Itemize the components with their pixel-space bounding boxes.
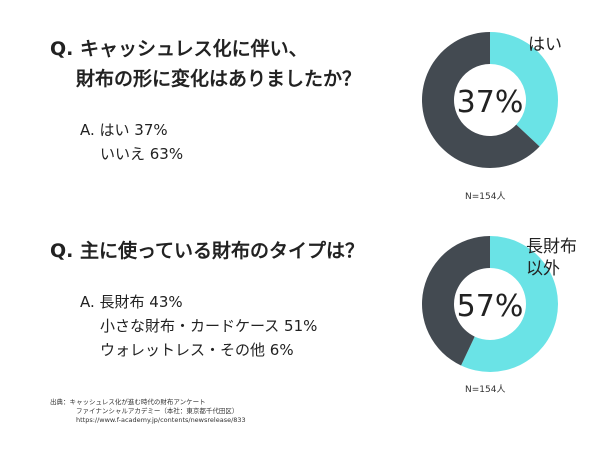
- donut-2-slice-label-line-1: 長財布: [526, 237, 577, 257]
- donut-1-slices: [422, 32, 558, 168]
- donut-2-slice-rest: [422, 236, 490, 366]
- donut-1-slice-rest: [422, 32, 540, 168]
- donut-chart-2: 57%: [422, 236, 558, 372]
- donut-1-slice-label: はい: [528, 35, 562, 55]
- answer-1-no: いいえ 63%: [100, 145, 184, 163]
- answer-2-walletless: ウォレットレス・その他 6%: [100, 341, 294, 359]
- donut-2-slices: [422, 236, 558, 372]
- question-1-line-1: Q. キャッシュレス化に伴い、: [50, 38, 308, 60]
- donut-1-center-label: 37%: [457, 85, 524, 120]
- source-note: 出典：キャッシュレス化が進む時代の財布アンケート ファイナンシャルアカデミー（本…: [50, 398, 246, 425]
- answer-2-long-wallet: A. 長財布 43%: [80, 293, 183, 311]
- donut-2-slice-label: 長財布 以外: [526, 236, 577, 280]
- source-line-2: ファイナンシャルアカデミー（本社：東京都千代田区）: [76, 407, 239, 415]
- donut-2-slice-label-line-2: 以外: [526, 259, 560, 279]
- donut-chart-1: 37%: [422, 32, 558, 168]
- donut-2-slice-highlight: [461, 236, 558, 372]
- source-line-1: 出典：キャッシュレス化が進む時代の財布アンケート: [50, 398, 206, 406]
- question-1-line-2: 財布の形に変化はありましたか？: [76, 68, 362, 90]
- donut-2-center-label: 57%: [457, 289, 524, 324]
- question-2: Q. 主に使っている財布のタイプは？: [50, 240, 365, 262]
- donut-1-slice-highlight: [490, 32, 558, 147]
- donut-1-sample-size: N=154人: [465, 192, 506, 202]
- answer-1-yes: A. はい 37%: [80, 121, 168, 139]
- answer-1: A. はい 37% いいえ 63%: [80, 118, 183, 166]
- question-1: Q. キャッシュレス化に伴い、 財布の形に変化はありましたか？: [50, 34, 361, 94]
- answer-2: A. 長財布 43% 小さな財布・カードケース 51% ウォレットレス・その他 …: [80, 290, 317, 362]
- donut-2-sample-size: N=154人: [465, 385, 506, 395]
- answer-2-small-wallet: 小さな財布・カードケース 51%: [100, 317, 318, 335]
- source-line-3: https://www.f-academy.jp/contents/newsre…: [76, 416, 246, 424]
